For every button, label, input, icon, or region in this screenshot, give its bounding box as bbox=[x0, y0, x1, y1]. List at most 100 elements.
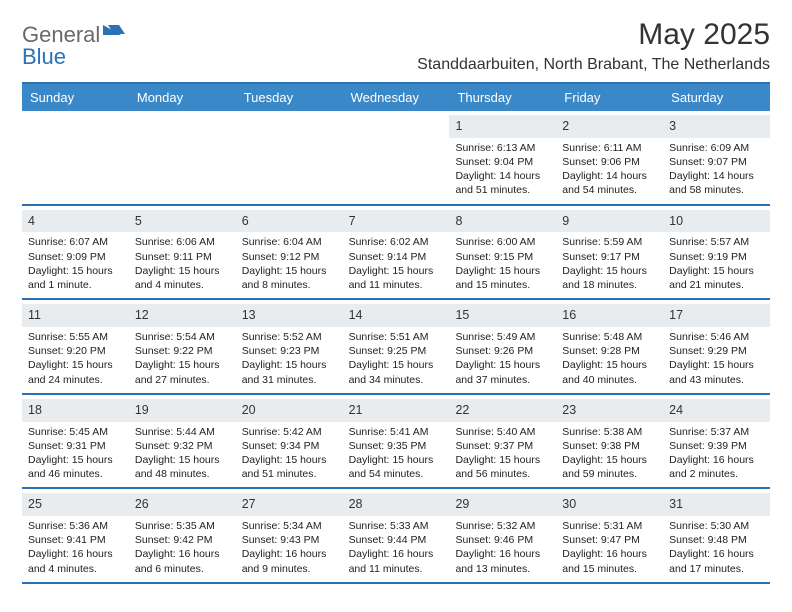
day-number: 16 bbox=[556, 304, 663, 327]
calendar: Sunday Monday Tuesday Wednesday Thursday… bbox=[22, 82, 770, 584]
daylight-text: and 6 minutes. bbox=[135, 562, 230, 576]
day-number: 23 bbox=[556, 399, 663, 422]
daylight-text: and 40 minutes. bbox=[562, 373, 657, 387]
day-cell: 12Sunrise: 5:54 AMSunset: 9:22 PMDayligh… bbox=[129, 300, 236, 393]
day-number: 20 bbox=[236, 399, 343, 422]
sunset-text: Sunset: 9:48 PM bbox=[669, 533, 764, 547]
dow-sunday: Sunday bbox=[22, 84, 129, 111]
daylight-text: and 51 minutes. bbox=[455, 183, 550, 197]
sunrise-text: Sunrise: 6:11 AM bbox=[562, 141, 657, 155]
daylight-text: and 17 minutes. bbox=[669, 562, 764, 576]
sunrise-text: Sunrise: 5:49 AM bbox=[455, 330, 550, 344]
sunset-text: Sunset: 9:47 PM bbox=[562, 533, 657, 547]
sunset-text: Sunset: 9:29 PM bbox=[669, 344, 764, 358]
sunset-text: Sunset: 9:22 PM bbox=[135, 344, 230, 358]
dow-thursday: Thursday bbox=[449, 84, 556, 111]
dow-saturday: Saturday bbox=[663, 84, 770, 111]
day-number: 19 bbox=[129, 399, 236, 422]
daylight-text: and 15 minutes. bbox=[562, 562, 657, 576]
daylight-text: and 9 minutes. bbox=[242, 562, 337, 576]
daylight-text: Daylight: 15 hours bbox=[562, 453, 657, 467]
sunset-text: Sunset: 9:20 PM bbox=[28, 344, 123, 358]
daylight-text: and 51 minutes. bbox=[242, 467, 337, 481]
sunset-text: Sunset: 9:32 PM bbox=[135, 439, 230, 453]
sunrise-text: Sunrise: 5:57 AM bbox=[669, 235, 764, 249]
daylight-text: Daylight: 15 hours bbox=[135, 358, 230, 372]
day-number: 21 bbox=[343, 399, 450, 422]
location: Standdaarbuiten, North Brabant, The Neth… bbox=[417, 56, 770, 74]
sunset-text: Sunset: 9:25 PM bbox=[349, 344, 444, 358]
sunset-text: Sunset: 9:23 PM bbox=[242, 344, 337, 358]
daylight-text: Daylight: 16 hours bbox=[562, 547, 657, 561]
sunset-text: Sunset: 9:26 PM bbox=[455, 344, 550, 358]
daylight-text: Daylight: 15 hours bbox=[455, 453, 550, 467]
day-number: 8 bbox=[449, 210, 556, 233]
sunrise-text: Sunrise: 5:40 AM bbox=[455, 425, 550, 439]
day-cell: 2Sunrise: 6:11 AMSunset: 9:06 PMDaylight… bbox=[556, 111, 663, 204]
daylight-text: and 34 minutes. bbox=[349, 373, 444, 387]
daylight-text: and 13 minutes. bbox=[455, 562, 550, 576]
sunset-text: Sunset: 9:37 PM bbox=[455, 439, 550, 453]
sunset-text: Sunset: 9:06 PM bbox=[562, 155, 657, 169]
daylight-text: Daylight: 15 hours bbox=[669, 358, 764, 372]
day-number: 28 bbox=[343, 493, 450, 516]
sunset-text: Sunset: 9:42 PM bbox=[135, 533, 230, 547]
sunset-text: Sunset: 9:11 PM bbox=[135, 250, 230, 264]
day-cell: 11Sunrise: 5:55 AMSunset: 9:20 PMDayligh… bbox=[22, 300, 129, 393]
sunrise-text: Sunrise: 5:52 AM bbox=[242, 330, 337, 344]
day-cell: 31Sunrise: 5:30 AMSunset: 9:48 PMDayligh… bbox=[663, 489, 770, 582]
daylight-text: Daylight: 15 hours bbox=[28, 358, 123, 372]
sunrise-text: Sunrise: 5:55 AM bbox=[28, 330, 123, 344]
daylight-text: Daylight: 16 hours bbox=[349, 547, 444, 561]
daylight-text: Daylight: 14 hours bbox=[455, 169, 550, 183]
day-number: 31 bbox=[663, 493, 770, 516]
day-number: 5 bbox=[129, 210, 236, 233]
daylight-text: and 48 minutes. bbox=[135, 467, 230, 481]
daylight-text: Daylight: 15 hours bbox=[562, 358, 657, 372]
day-number: 27 bbox=[236, 493, 343, 516]
daylight-text: and 21 minutes. bbox=[669, 278, 764, 292]
daylight-text: Daylight: 16 hours bbox=[135, 547, 230, 561]
day-cell: 30Sunrise: 5:31 AMSunset: 9:47 PMDayligh… bbox=[556, 489, 663, 582]
day-cell: 15Sunrise: 5:49 AMSunset: 9:26 PMDayligh… bbox=[449, 300, 556, 393]
day-number: 26 bbox=[129, 493, 236, 516]
title-block: May 2025 Standdaarbuiten, North Brabant,… bbox=[417, 18, 770, 74]
daylight-text: and 11 minutes. bbox=[349, 278, 444, 292]
sunrise-text: Sunrise: 5:41 AM bbox=[349, 425, 444, 439]
sunset-text: Sunset: 9:07 PM bbox=[669, 155, 764, 169]
daylight-text: Daylight: 15 hours bbox=[242, 358, 337, 372]
daylight-text: and 4 minutes. bbox=[135, 278, 230, 292]
day-cell: 23Sunrise: 5:38 AMSunset: 9:38 PMDayligh… bbox=[556, 395, 663, 488]
daylight-text: and 11 minutes. bbox=[349, 562, 444, 576]
week-row: 25Sunrise: 5:36 AMSunset: 9:41 PMDayligh… bbox=[22, 489, 770, 584]
day-cell bbox=[236, 111, 343, 204]
day-number: 12 bbox=[129, 304, 236, 327]
sunset-text: Sunset: 9:34 PM bbox=[242, 439, 337, 453]
daylight-text: Daylight: 15 hours bbox=[135, 264, 230, 278]
brand-mark-icon bbox=[103, 18, 129, 41]
dow-tuesday: Tuesday bbox=[236, 84, 343, 111]
day-cell: 20Sunrise: 5:42 AMSunset: 9:34 PMDayligh… bbox=[236, 395, 343, 488]
day-number: 4 bbox=[22, 210, 129, 233]
daylight-text: and 58 minutes. bbox=[669, 183, 764, 197]
daylight-text: Daylight: 15 hours bbox=[455, 264, 550, 278]
sunrise-text: Sunrise: 5:44 AM bbox=[135, 425, 230, 439]
day-number: 7 bbox=[343, 210, 450, 233]
daylight-text: Daylight: 15 hours bbox=[349, 453, 444, 467]
sunset-text: Sunset: 9:41 PM bbox=[28, 533, 123, 547]
sunrise-text: Sunrise: 6:13 AM bbox=[455, 141, 550, 155]
day-number: 29 bbox=[449, 493, 556, 516]
daylight-text: and 31 minutes. bbox=[242, 373, 337, 387]
daylight-text: and 43 minutes. bbox=[669, 373, 764, 387]
week-row: 18Sunrise: 5:45 AMSunset: 9:31 PMDayligh… bbox=[22, 395, 770, 490]
day-cell: 24Sunrise: 5:37 AMSunset: 9:39 PMDayligh… bbox=[663, 395, 770, 488]
daylight-text: and 56 minutes. bbox=[455, 467, 550, 481]
day-number: 22 bbox=[449, 399, 556, 422]
daylight-text: and 54 minutes. bbox=[562, 183, 657, 197]
sunset-text: Sunset: 9:31 PM bbox=[28, 439, 123, 453]
daylight-text: Daylight: 15 hours bbox=[349, 358, 444, 372]
day-number: 14 bbox=[343, 304, 450, 327]
daylight-text: Daylight: 16 hours bbox=[669, 547, 764, 561]
dow-monday: Monday bbox=[129, 84, 236, 111]
day-number: 13 bbox=[236, 304, 343, 327]
